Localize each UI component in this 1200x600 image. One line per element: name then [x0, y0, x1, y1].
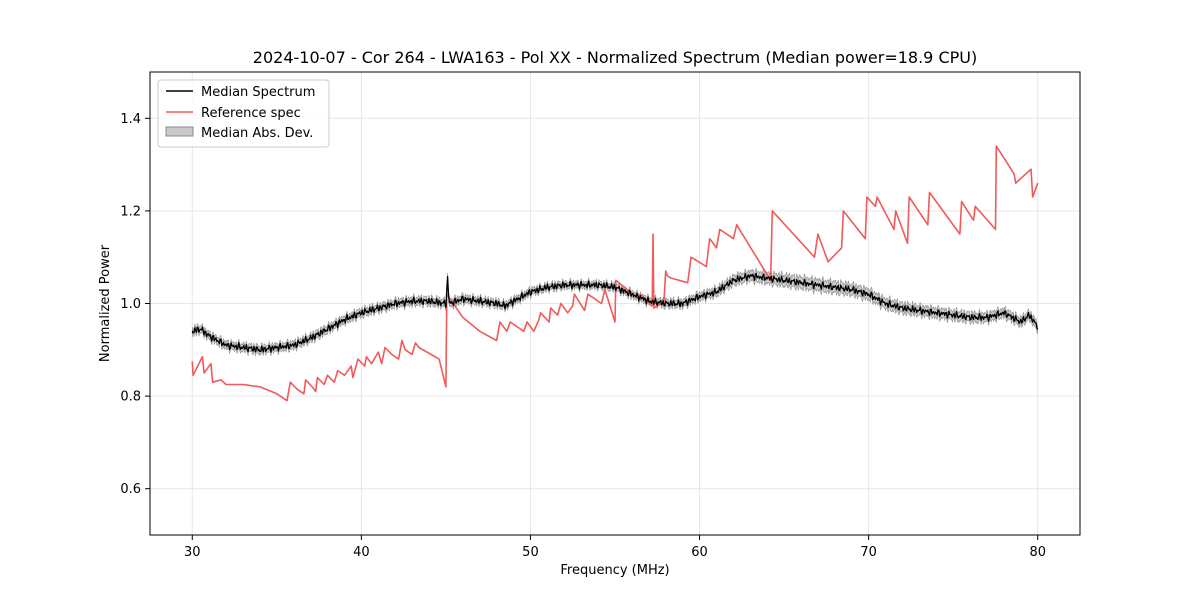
mad-band: [192, 267, 1038, 357]
mad-band-layer: [192, 267, 1038, 357]
y-tick-label: 0.6: [120, 482, 141, 497]
legend-mad-label: Median Abs. Dev.: [201, 126, 313, 141]
median-spectrum-line: [191, 272, 1039, 353]
y-tick-label: 1.0: [120, 297, 141, 312]
y-axis-label: Normalized Power: [98, 244, 113, 362]
y-tick-label: 1.4: [120, 112, 141, 127]
series-layer: [191, 145, 1039, 402]
y-tick-label: 0.8: [120, 390, 141, 405]
chart-title: 2024-10-07 - Cor 264 - LWA163 - Pol XX -…: [253, 48, 977, 67]
x-tick-label: 80: [1029, 545, 1046, 560]
x-tick-label: 30: [184, 545, 201, 560]
ticks: 30 40 50 60 70 80 0.6 0.8 1.0 1.2 1.4: [120, 112, 1046, 560]
legend-box: [157, 79, 330, 148]
legend-mad-swatch: [165, 126, 194, 137]
x-tick-label: 70: [860, 545, 877, 560]
y-tick-label: 1.2: [120, 204, 141, 219]
legend-median-label: Median Spectrum: [201, 85, 315, 100]
reference-spectrum-line: [191, 145, 1039, 402]
x-tick-label: 60: [691, 545, 708, 560]
legend: Median Spectrum Reference spec Median Ab…: [157, 79, 330, 148]
grid: [150, 72, 1080, 535]
x-tick-label: 50: [522, 545, 539, 560]
x-tick-label: 40: [353, 545, 370, 560]
x-axis-label: Frequency (MHz): [560, 563, 669, 578]
legend-reference-label: Reference spec: [201, 106, 301, 121]
